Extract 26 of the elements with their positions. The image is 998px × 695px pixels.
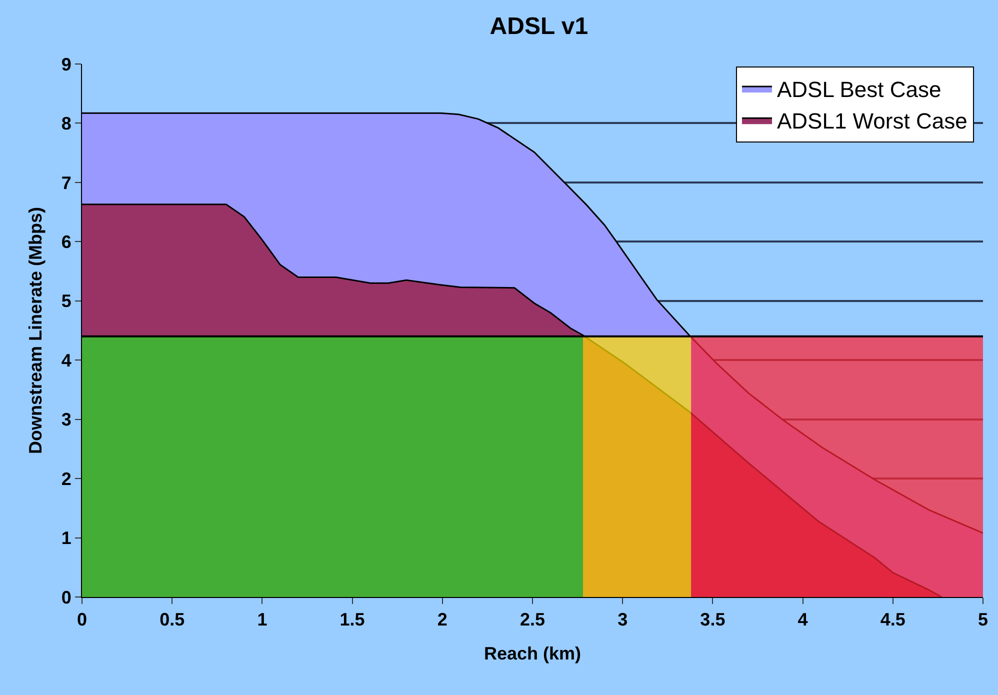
x-tick-label: 4 (798, 610, 808, 630)
y-tick-label: 4 (61, 350, 72, 370)
y-tick-label: 5 (61, 291, 72, 312)
y-tick-label: 6 (61, 232, 72, 252)
x-tick-label: 3.5 (700, 610, 726, 630)
y-tick-label: 1 (61, 528, 72, 548)
x-tick-label: 3 (618, 610, 628, 630)
x-axis-title: Reach (km) (484, 644, 582, 664)
y-tick-label: 9 (61, 54, 72, 74)
y-tick-label: 7 (61, 172, 72, 193)
x-tick-label: 0 (76, 610, 88, 630)
x-tick-label: 4.5 (880, 610, 906, 630)
y-tick-label: 2 (61, 468, 72, 489)
y-axis-title: Downstream Linerate (Mbps) (26, 206, 46, 454)
x-tick-label: 2 (437, 610, 448, 630)
x-tick-label: 1.5 (340, 610, 365, 630)
x-tick-label: 2.5 (520, 610, 546, 630)
x-tick-label: 5 (978, 610, 988, 630)
y-tick-label: 3 (61, 410, 72, 430)
x-tick-label: 0.5 (160, 610, 185, 630)
chart-title: ADSL v1 (490, 13, 588, 40)
y-tick-label: 0 (61, 587, 72, 608)
y-tick-label: 8 (61, 114, 72, 134)
legend-label: ADSL1 Worst Case (776, 108, 968, 134)
legend-label: ADSL Best Case (776, 77, 942, 102)
x-tick-label: 1 (257, 610, 268, 630)
